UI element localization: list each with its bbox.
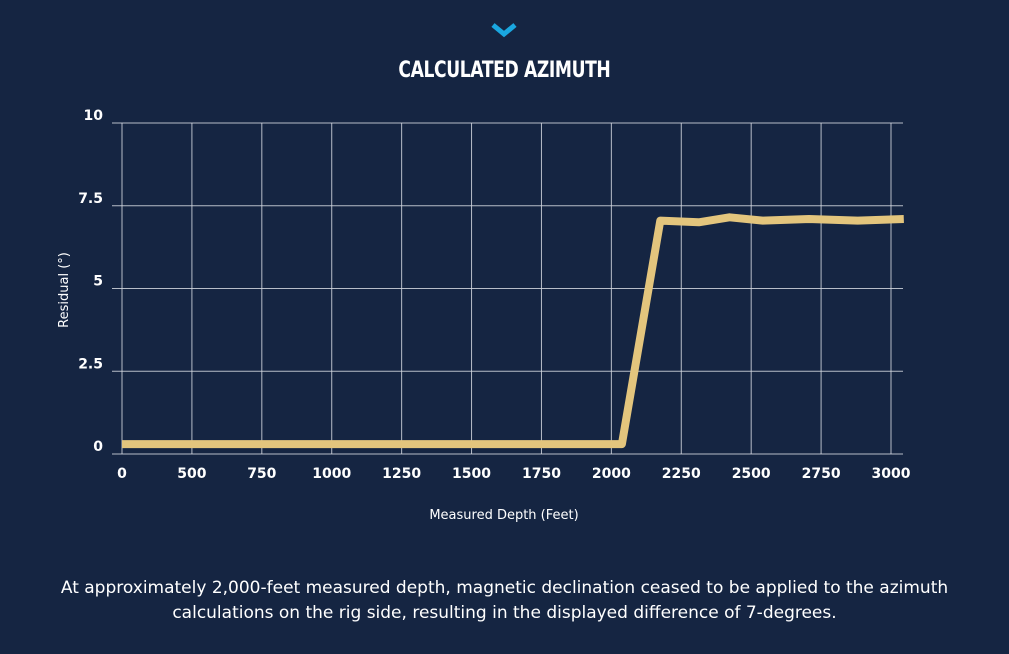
azimuth-line-chart: 0 2.5 5 7.5 10 0 500 750 1000 1250 1500 1750 2000 22… [57, 108, 911, 523]
y-axis-label: Residual (°) [57, 252, 72, 328]
y-tick-labels: 0 2.5 5 7.5 10 [78, 108, 103, 455]
chevron-down-icon[interactable] [490, 22, 518, 38]
y-tick-label: 10 [84, 108, 104, 124]
x-tick-label: 1000 [312, 466, 351, 482]
y-tick-label: 2.5 [78, 356, 103, 372]
x-axis-label: Measured Depth (Feet) [429, 508, 578, 523]
x-tick-label: 1250 [382, 466, 421, 482]
x-tick-label: 3000 [872, 466, 911, 482]
x-tick-labels: 0 500 750 1000 1250 1500 1750 2000 2250 2500 2750 3… [117, 466, 911, 482]
y-tick-label: 7.5 [78, 191, 103, 207]
x-tick-label: 1750 [522, 466, 561, 482]
residual-series-line [122, 213, 904, 449]
x-tick-label: 0 [117, 466, 127, 482]
x-tick-label: 2250 [662, 466, 701, 482]
chart-title: CALCULATED AZIMUTH [398, 58, 611, 83]
y-tick-label: 0 [93, 439, 103, 455]
x-tick-label: 2000 [592, 466, 631, 482]
x-tick-label: 1500 [452, 466, 491, 482]
x-tick-label: 750 [247, 466, 276, 482]
y-tick-label: 5 [93, 274, 103, 290]
x-tick-label: 500 [177, 466, 206, 482]
grid-lines [112, 122, 903, 455]
chart-caption: At approximately 2,000-feet measured dep… [60, 578, 949, 623]
x-tick-label: 2750 [802, 466, 841, 482]
x-tick-label: 2500 [732, 466, 771, 482]
